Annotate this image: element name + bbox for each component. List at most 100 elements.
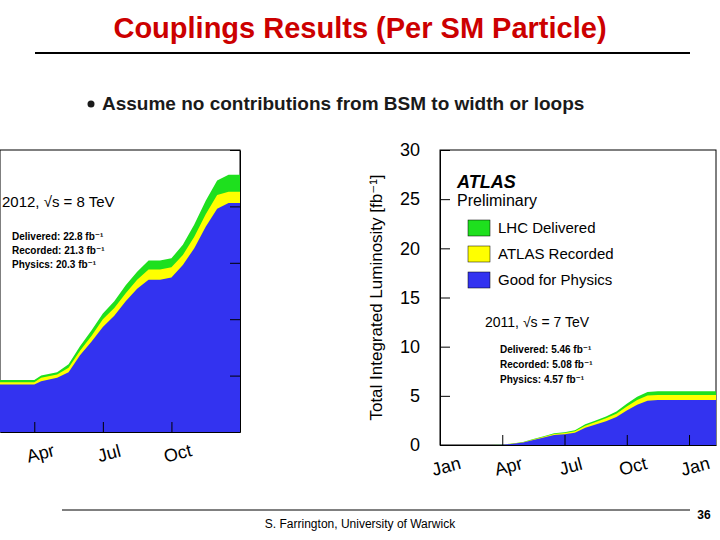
- y-tick-mark: [230, 150, 240, 151]
- plot-frame: [440, 150, 716, 445]
- plot-area: [0, 175, 240, 432]
- x-axis: Jan Apr Jul Oct Jan: [430, 435, 717, 480]
- y-tick: [230, 206, 240, 207]
- y-tick: 25: [400, 189, 450, 209]
- series-area: [0, 192, 240, 432]
- x-tick-mark: [689, 435, 690, 445]
- y-tick-mark: [440, 347, 450, 348]
- x-tick-mark: [34, 422, 35, 432]
- slide-title: Couplings Results (Per SM Particle): [113, 12, 606, 44]
- y-tick: 0: [410, 435, 450, 455]
- x-tick: Apr: [24, 422, 56, 467]
- plot-frame: [0, 150, 240, 432]
- annotation: Physics: 20.3 fb⁻¹: [12, 259, 97, 270]
- series-area: [440, 395, 716, 445]
- x-tick: Oct: [162, 422, 194, 467]
- legend-swatch: [468, 246, 490, 262]
- chart: Jan Apr Jul Oct Jan 0 5 10 15 20 25 30 Total Integra…: [367, 140, 717, 480]
- annotation: Physics: 4.57 fb⁻¹: [500, 374, 585, 385]
- x-tick-label: Jan: [679, 453, 712, 480]
- x-tick-mark: [502, 435, 503, 445]
- x-tick-label: Oct: [617, 453, 649, 480]
- slide: Couplings Results (Per SM Particle) Assum…: [0, 0, 720, 540]
- bullet-dot: [88, 101, 95, 108]
- chart-title: ATLAS: [456, 172, 516, 192]
- y-tick: [230, 150, 240, 151]
- x-tick-mark: [627, 435, 628, 445]
- y-tick-mark: [230, 432, 240, 433]
- chart: Apr Jul Oct 2012, √s = 8 TeV Delivered: 22.8…: [0, 150, 241, 467]
- x-tick-label: Jul: [95, 441, 122, 466]
- series-area: [440, 400, 716, 445]
- y-tick-mark: [440, 396, 450, 397]
- y-axis-title: Total Integrated Luminosity [fb⁻¹]: [367, 174, 386, 420]
- legend-label: Good for Physics: [498, 271, 612, 288]
- y-axis: 0 5 10 15 20 25 30: [400, 140, 450, 455]
- axis-line: [1, 432, 241, 433]
- series-area: [0, 203, 240, 432]
- chart-subtitle: Preliminary: [457, 192, 537, 209]
- annotation: Recorded: 5.08 fb⁻¹: [500, 359, 593, 370]
- y-tick: 30: [400, 140, 450, 160]
- axis-line: [441, 445, 717, 446]
- x-tick: Jan: [679, 435, 712, 480]
- y-tick-label: 15: [400, 288, 420, 308]
- legend-label: LHC Delivered: [498, 219, 596, 236]
- x-tick: Jul: [95, 422, 122, 466]
- y-tick-label: 25: [400, 189, 420, 209]
- y-tick-label: 20: [400, 239, 420, 259]
- y-tick: [230, 263, 240, 264]
- x-tick-mark: [565, 435, 566, 445]
- x-tick: Jan: [430, 435, 463, 480]
- x-tick-label: Jul: [557, 454, 584, 479]
- y-tick: [230, 319, 240, 320]
- y-tick-mark: [440, 445, 450, 446]
- annotation: Delivered: 22.8 fb⁻¹: [12, 231, 104, 242]
- series-area: [0, 175, 240, 432]
- legend: LHC Delivered ATLAS Recorded Good for Phys…: [468, 219, 614, 288]
- series-area: [440, 391, 716, 445]
- legend-swatch: [468, 272, 490, 288]
- title-rule: [35, 52, 690, 54]
- y-tick: 5: [410, 386, 450, 406]
- y-tick: 10: [400, 337, 450, 357]
- y-tick-mark: [440, 298, 450, 299]
- footer-text: S. Farrington, University of Warwick: [265, 517, 456, 531]
- y-tick-mark: [230, 376, 240, 377]
- x-tick-mark: [171, 422, 172, 432]
- x-tick-mark: [103, 422, 104, 432]
- x-tick-label: Oct: [162, 440, 194, 467]
- y-axis: [230, 151, 241, 433]
- y-tick-label: 10: [400, 337, 420, 357]
- y-tick-mark: [440, 248, 450, 249]
- x-tick-label: Apr: [24, 440, 56, 467]
- y-tick-mark: [230, 263, 240, 264]
- y-tick-label: 0: [410, 435, 420, 455]
- legend-swatch: [468, 220, 490, 236]
- y-tick: [230, 432, 240, 433]
- x-tick: Apr: [492, 435, 524, 480]
- page-number: 36: [697, 508, 711, 522]
- y-tick-mark: [230, 206, 240, 207]
- y-tick: [230, 376, 240, 377]
- bullet-text: Assume no contributions from BSM to widt…: [102, 93, 584, 114]
- y-tick-mark: [440, 150, 450, 151]
- x-tick: Oct: [617, 435, 649, 480]
- axis-line: [240, 151, 241, 433]
- x-tick-label: Apr: [492, 453, 524, 480]
- y-tick: 20: [400, 239, 450, 259]
- annotation: Delivered: 5.46 fb⁻¹: [500, 344, 592, 355]
- y-tick-label: 5: [410, 386, 420, 406]
- annotation: Recorded: 21.3 fb⁻¹: [12, 245, 105, 256]
- x-axis: Apr Jul Oct: [1, 422, 241, 467]
- y-tick-mark: [230, 319, 240, 320]
- annotation: 2011, √s = 7 TeV: [485, 314, 590, 330]
- y-tick-mark: [440, 199, 450, 200]
- x-tick-label: Jan: [430, 453, 463, 480]
- footer-rule: [62, 510, 690, 511]
- y-tick-label: 30: [400, 140, 420, 160]
- y-tick: 15: [400, 288, 450, 308]
- annotation: 2012, √s = 8 TeV: [2, 193, 115, 210]
- legend-label: ATLAS Recorded: [498, 245, 614, 262]
- x-tick: Jul: [557, 435, 584, 479]
